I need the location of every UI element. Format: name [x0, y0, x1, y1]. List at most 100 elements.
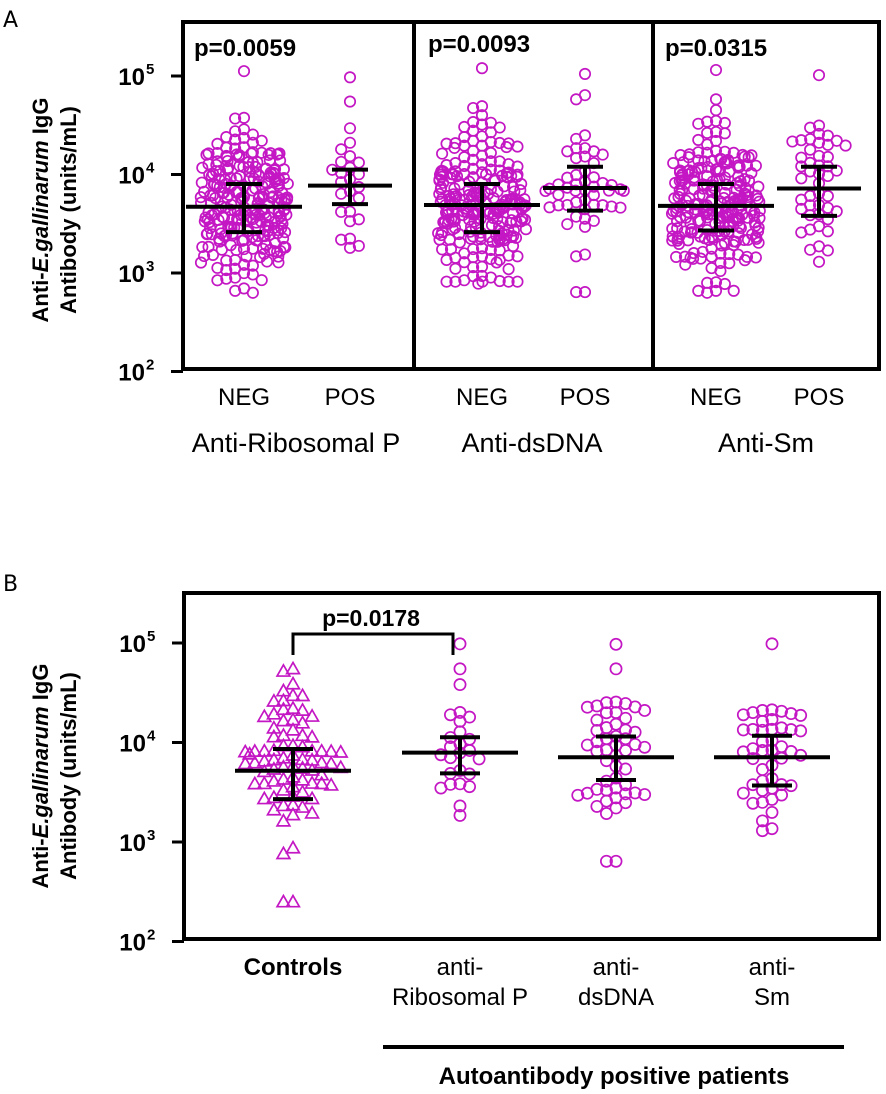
data-point	[294, 751, 311, 766]
y-tick-exponent: 4	[146, 160, 155, 177]
data-point	[718, 127, 731, 140]
data-point	[570, 286, 583, 299]
data-point	[570, 93, 583, 106]
p-value-dsdna: p=0.0093	[428, 31, 530, 58]
data-point	[733, 220, 746, 233]
y-tick-exponent: 5	[147, 628, 155, 645]
data-point	[714, 264, 727, 278]
data-point	[812, 69, 826, 82]
panel-b-median-bars	[235, 733, 830, 802]
data-point	[493, 253, 506, 266]
data-point	[285, 806, 301, 821]
data-point	[509, 231, 523, 244]
data-point	[765, 712, 779, 726]
data-point	[229, 284, 242, 297]
data-point	[198, 249, 211, 263]
y-tick-exponent: 2	[147, 927, 155, 944]
data-point	[246, 775, 263, 790]
data-point	[609, 662, 623, 676]
data-point	[237, 755, 254, 770]
data-point	[256, 775, 273, 790]
data-point	[352, 239, 365, 252]
data-point	[448, 141, 461, 154]
data-point	[600, 706, 613, 720]
data-point	[519, 223, 532, 236]
data-point	[609, 637, 623, 651]
data-point	[453, 236, 466, 249]
data-point	[666, 222, 679, 235]
x-label-neg: NEG	[456, 384, 508, 411]
data-point	[746, 796, 760, 810]
data-point	[752, 180, 765, 193]
data-point	[464, 232, 477, 245]
x-label-neg: NEG	[218, 384, 270, 411]
data-point	[795, 172, 808, 185]
data-point	[821, 225, 834, 238]
data-point	[570, 132, 583, 145]
data-point	[794, 708, 808, 722]
data-point	[493, 274, 506, 288]
data-point	[752, 225, 765, 238]
x-label-neg: NEG	[690, 384, 742, 411]
data-point	[741, 233, 754, 246]
comparison-bracket	[291, 632, 455, 655]
data-point	[504, 216, 517, 230]
data-point	[709, 104, 723, 117]
data-point	[571, 788, 585, 802]
data-point	[256, 708, 273, 723]
data-point	[272, 250, 285, 263]
data-point	[580, 786, 594, 800]
data-point	[619, 762, 632, 776]
data-point	[229, 112, 242, 125]
x-label-ribosomal-line2: Ribosomal P	[392, 984, 528, 1011]
data-point	[569, 184, 582, 197]
data-point	[609, 781, 623, 795]
data-point	[304, 708, 320, 722]
data-point	[511, 250, 524, 263]
data-point	[491, 235, 504, 248]
data-point	[247, 212, 260, 226]
data-point	[746, 706, 760, 719]
data-point	[602, 184, 616, 197]
data-point	[275, 893, 292, 908]
data-point	[313, 766, 330, 781]
data-point	[709, 93, 723, 106]
data-point	[596, 148, 609, 161]
data-point	[475, 62, 489, 75]
data-point	[262, 148, 275, 161]
data-point	[275, 845, 292, 860]
data-point	[467, 101, 480, 115]
y-tick-label: 10	[118, 261, 145, 288]
data-point	[502, 275, 515, 288]
panel-b-frame	[182, 591, 881, 941]
data-point	[285, 839, 301, 854]
data-point	[600, 794, 613, 808]
data-point	[727, 284, 740, 297]
y-tick-label: 10	[119, 930, 146, 957]
data-point	[285, 660, 301, 675]
data-point	[237, 243, 251, 256]
data-point	[804, 143, 817, 156]
data-point	[434, 781, 448, 795]
data-point	[552, 188, 565, 201]
data-point	[502, 263, 515, 276]
data-point	[839, 139, 852, 152]
data-point	[515, 177, 528, 190]
data-point	[332, 744, 349, 758]
panel-b-ylabel-line1: Anti-E.gallinarum IgG	[28, 664, 53, 889]
data-point	[213, 164, 227, 177]
data-point	[570, 250, 583, 263]
data-point	[229, 271, 242, 284]
data-point	[821, 244, 834, 257]
data-point	[467, 144, 480, 157]
data-point	[275, 692, 292, 707]
data-point	[701, 126, 714, 139]
data-point	[458, 256, 471, 269]
data-point	[277, 163, 290, 176]
data-point	[745, 166, 758, 179]
data-point	[463, 744, 476, 757]
data-point	[475, 100, 489, 113]
data-point	[701, 138, 714, 151]
data-point	[736, 708, 750, 722]
data-point	[696, 245, 709, 258]
